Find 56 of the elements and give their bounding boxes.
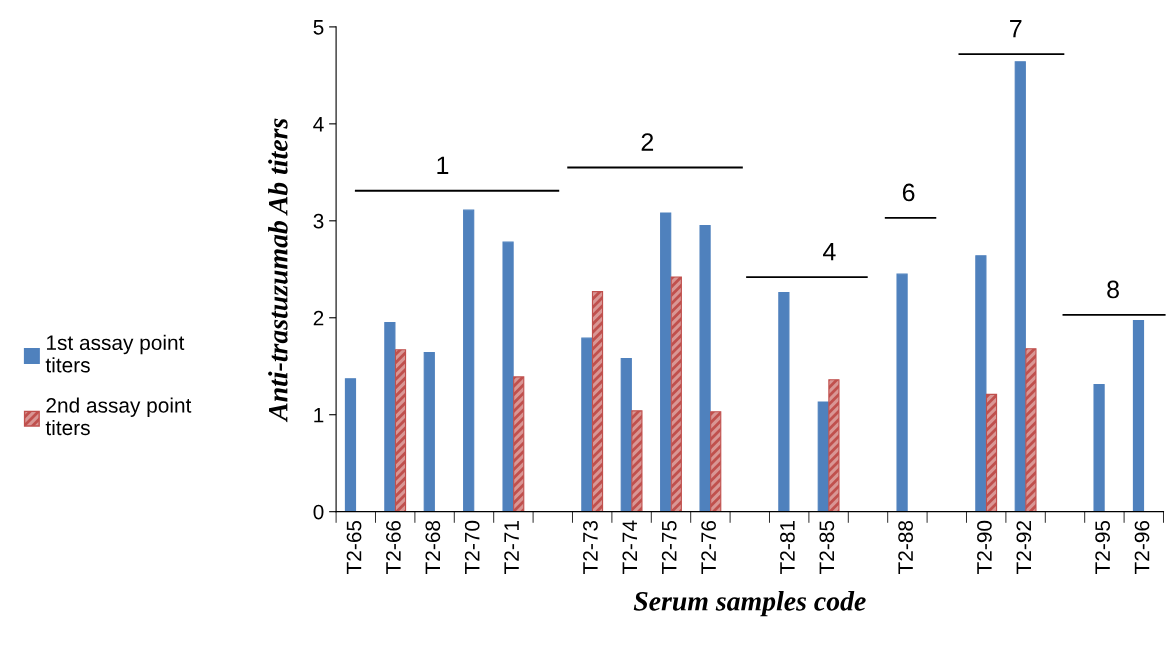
bar	[699, 225, 711, 512]
x-tick-label: T2-71	[504, 521, 519, 574]
bar	[1014, 61, 1026, 512]
bar	[670, 276, 682, 512]
bar	[631, 410, 643, 512]
x-tick-label: T2-73	[583, 520, 598, 574]
bar	[985, 393, 998, 512]
bar	[660, 212, 672, 512]
x-tick-label: T2-95	[1095, 520, 1110, 574]
x-tick-label: T2-81	[780, 521, 795, 574]
y-tick-label: 4	[313, 117, 324, 132]
bar	[581, 337, 593, 512]
x-tick-label: T2-96	[1134, 520, 1150, 574]
bar	[423, 352, 435, 512]
bar	[1025, 348, 1037, 512]
annotation: 6	[902, 183, 915, 202]
bar	[463, 209, 475, 512]
bar	[1132, 320, 1145, 512]
bar	[394, 349, 407, 512]
x-tick-label: T2-65	[346, 520, 362, 574]
legend-label: 1st assay point titers	[45, 334, 185, 373]
bar	[1093, 384, 1105, 512]
annotation: 4	[823, 243, 836, 261]
bar	[384, 322, 396, 512]
legend-label: 2nd assay point titers	[45, 397, 192, 436]
x-tick-label: T2-92	[1016, 521, 1032, 574]
bar	[502, 241, 514, 512]
y-tick-label: 3	[313, 213, 324, 229]
y-axis-title: Anti-trastuzumab Ab titers	[268, 118, 288, 423]
annotation: 2	[641, 133, 654, 151]
x-tick-label: T2-90	[977, 520, 992, 574]
bar	[710, 411, 722, 512]
y-tick-label: 1	[314, 407, 324, 423]
x-tick-label: T2-74	[622, 520, 637, 574]
bar	[896, 273, 908, 512]
x-tick-label: T2-68	[425, 520, 441, 574]
bar	[778, 292, 790, 512]
bar	[975, 255, 987, 512]
x-tick-label: T2-75	[661, 520, 677, 574]
x-axis-title: Serum samples code	[633, 591, 866, 617]
annotation: 1	[437, 156, 449, 174]
x-tick-label: T2-85	[819, 520, 835, 574]
bar	[828, 379, 840, 512]
x-tick-label: T2-66	[386, 520, 401, 574]
x-tick-label: T2-76	[701, 520, 716, 574]
y-tick-label: 2	[313, 310, 324, 326]
y-tick-label: 0	[313, 504, 324, 520]
y-tick-label: 5	[313, 20, 324, 35]
bar	[513, 376, 525, 512]
annotation: 8	[1107, 280, 1119, 299]
x-tick-label: T2-70	[464, 520, 480, 574]
annotation: 7	[1010, 20, 1022, 38]
bar	[591, 291, 604, 512]
bar	[620, 357, 632, 512]
x-tick-label: T2-88	[898, 520, 913, 574]
bar	[344, 378, 357, 512]
